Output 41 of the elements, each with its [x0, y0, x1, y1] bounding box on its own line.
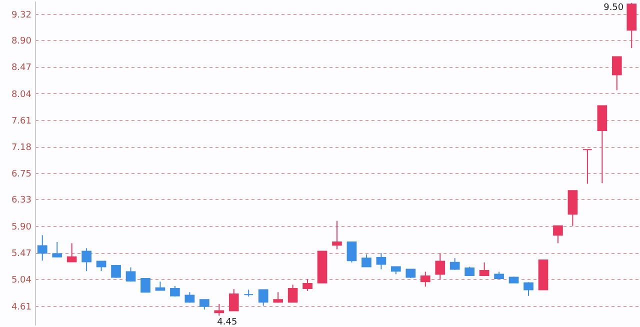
- candlestick: [346, 241, 357, 263]
- candlestick: [612, 56, 622, 91]
- candlestick: [199, 299, 210, 310]
- candlestick: [553, 225, 563, 244]
- candlestick: [214, 303, 224, 316]
- y-tick-label: 5.47: [11, 249, 32, 260]
- candlestick: [420, 271, 430, 288]
- candlestick: [66, 242, 77, 262]
- candlestick: [582, 149, 592, 184]
- candlestick: [332, 220, 342, 250]
- y-tick-label: 7.61: [11, 116, 32, 126]
- y-tick-label: 4.61: [11, 302, 32, 312]
- candlestick: [288, 284, 298, 303]
- annotation: 9.50: [604, 2, 624, 13]
- candlestick: [479, 262, 490, 277]
- candlestick: [111, 264, 121, 278]
- candlestick: [37, 234, 48, 262]
- candlestick: [568, 190, 578, 226]
- y-tick-label: 6.75: [11, 170, 32, 180]
- y-tick-label: 8.04: [11, 90, 32, 100]
- y-tick-label: 5.90: [11, 222, 32, 232]
- candlestick: [376, 252, 386, 270]
- candlestick: [82, 248, 92, 272]
- y-tick-label: 8.90: [11, 36, 32, 47]
- candlestick: [302, 278, 312, 292]
- y-tick-label: 5.04: [11, 276, 32, 286]
- y-tick-label: 8.47: [11, 63, 32, 74]
- candlestick: [126, 266, 136, 282]
- y-tick-label: 7.18: [11, 143, 32, 154]
- annotation: 4.45: [217, 318, 238, 327]
- candlestick: [228, 288, 239, 312]
- y-tick-label: 6.33: [11, 196, 32, 206]
- candlestick: [362, 254, 372, 268]
- candlestick: [258, 289, 268, 306]
- candlestick: [96, 260, 106, 272]
- candlestick: [140, 278, 150, 293]
- candlestick: [52, 241, 62, 258]
- candlestick: [450, 258, 460, 270]
- candlestick: [524, 282, 534, 296]
- candlestick: [435, 252, 446, 280]
- y-tick-label: 9.32: [11, 10, 32, 21]
